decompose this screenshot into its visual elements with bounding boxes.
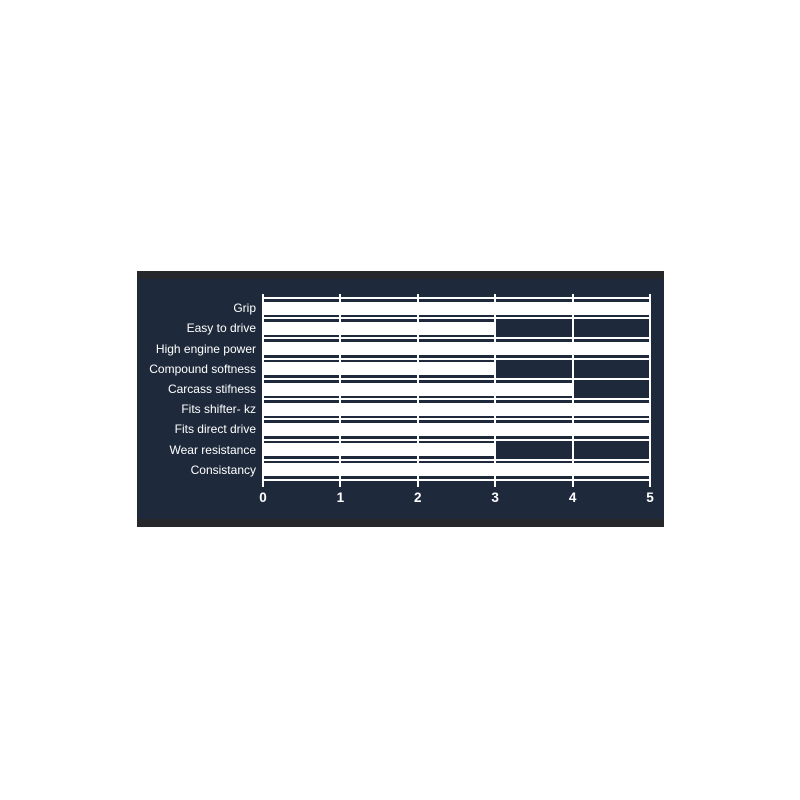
bar xyxy=(263,402,650,416)
category-label: Grip xyxy=(233,301,256,316)
category-label: Wear resistance xyxy=(169,442,256,457)
x-tick-label: 1 xyxy=(336,490,345,505)
bar xyxy=(263,362,496,376)
category-label: Fits shifter- kz xyxy=(181,402,256,417)
x-tick-label: 4 xyxy=(568,490,577,505)
category-gridline xyxy=(263,418,650,421)
category-gridline xyxy=(263,377,650,380)
bar xyxy=(263,342,650,356)
x-gridline xyxy=(571,294,574,487)
category-gridline xyxy=(263,317,650,320)
bar xyxy=(263,463,650,477)
x-tick-label: 5 xyxy=(646,490,654,505)
bar xyxy=(263,443,496,457)
category-gridline xyxy=(263,337,650,340)
x-tick-label: 3 xyxy=(491,490,499,505)
x-gridline xyxy=(649,294,651,487)
category-label: Easy to drive xyxy=(186,321,256,336)
category-gridline xyxy=(263,458,650,461)
x-tick-label: 2 xyxy=(414,490,422,505)
bar xyxy=(263,382,573,396)
bar xyxy=(263,321,496,335)
category-label: Carcass stifness xyxy=(167,382,256,396)
category-axis: Grip Easy to drive High engine power Compou… xyxy=(137,298,256,480)
chart-panel: Grip Easy to drive High engine power Compou… xyxy=(137,271,664,527)
category-label: Compound softness xyxy=(149,361,256,376)
category-gridline xyxy=(263,479,650,481)
bar xyxy=(263,422,650,436)
category-gridline xyxy=(263,297,650,299)
category-gridline xyxy=(263,398,650,401)
category-label: High engine power xyxy=(155,341,256,356)
bar xyxy=(263,301,650,315)
x-tick-label: 0 xyxy=(259,490,267,505)
category-gridline xyxy=(263,357,650,360)
category-gridline xyxy=(263,438,650,441)
category-label: Consistancy xyxy=(190,462,256,477)
plot-area: 0 1 2 3 4 5 xyxy=(259,294,654,505)
category-label: Fits direct drive xyxy=(174,422,256,437)
